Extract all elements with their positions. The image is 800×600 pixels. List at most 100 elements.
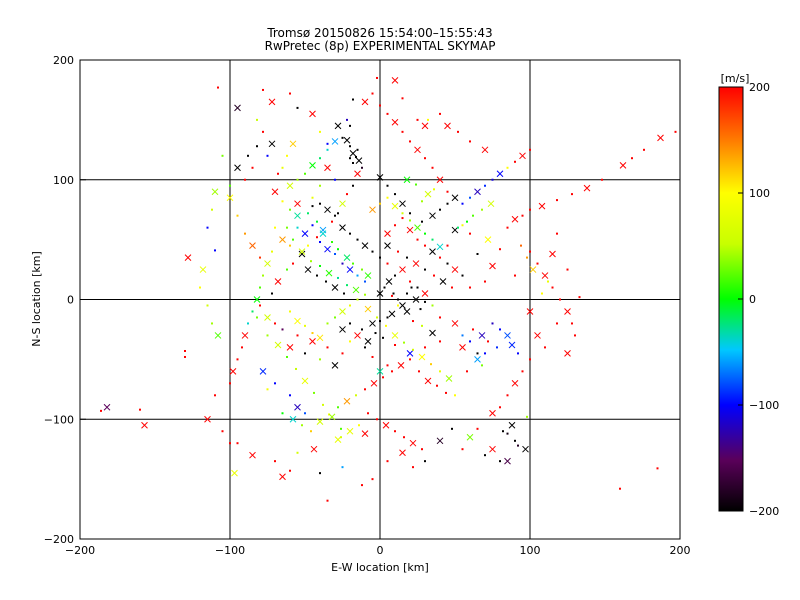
data-point-dot xyxy=(325,280,327,283)
data-point-dot xyxy=(376,76,378,79)
data-point-cross xyxy=(274,341,282,349)
data-point-dot xyxy=(433,188,435,191)
data-point-cross xyxy=(406,350,414,357)
data-point-cross xyxy=(204,415,211,423)
data-point-dot xyxy=(424,346,426,349)
data-point-dot xyxy=(343,292,345,295)
cross-stroke xyxy=(361,98,369,106)
data-point-dot xyxy=(574,334,576,337)
data-point-dot xyxy=(341,466,344,469)
data-point-dot xyxy=(266,388,269,391)
data-point-dot xyxy=(289,92,291,95)
cross-stroke xyxy=(294,403,301,411)
data-point-dot xyxy=(286,226,288,229)
data-point-dot xyxy=(277,172,279,175)
data-point-dot xyxy=(517,352,519,355)
data-point-cross xyxy=(391,77,399,84)
data-point-dot xyxy=(476,427,479,430)
data-point-cross xyxy=(264,260,271,267)
data-point-cross xyxy=(424,190,432,198)
data-point-dot xyxy=(313,391,315,394)
data-point-dot xyxy=(371,92,374,95)
data-point-dot xyxy=(304,412,306,415)
data-point-dot xyxy=(469,140,471,143)
data-point-dot xyxy=(244,178,246,181)
cross-stroke xyxy=(481,146,489,154)
data-point-dot xyxy=(410,286,413,289)
cross-stroke xyxy=(376,367,384,375)
cross-stroke xyxy=(412,296,420,303)
data-point-cross xyxy=(309,110,316,118)
cross-stroke xyxy=(412,260,420,267)
cross-stroke xyxy=(226,194,234,202)
data-point-dot xyxy=(251,310,254,313)
data-point-dot xyxy=(454,394,456,397)
data-point-dot xyxy=(274,460,276,463)
data-point-dot xyxy=(421,220,423,223)
cross-stroke xyxy=(489,445,496,453)
data-point-cross xyxy=(249,242,256,249)
data-point-dot xyxy=(461,224,464,227)
data-point-cross xyxy=(253,296,261,303)
cross-stroke xyxy=(511,215,519,223)
data-point-cross xyxy=(391,202,399,210)
cross-stroke xyxy=(274,278,282,285)
cross-stroke xyxy=(399,449,406,457)
data-point-cross xyxy=(309,162,316,169)
data-point-dot xyxy=(541,292,543,295)
cross-stroke xyxy=(343,136,351,144)
data-point-dot xyxy=(412,320,414,323)
data-point-cross xyxy=(511,215,519,223)
data-point-dot xyxy=(286,154,288,157)
data-point-dot xyxy=(296,334,299,337)
data-point-dot xyxy=(386,196,389,199)
cross-stroke xyxy=(391,332,399,339)
data-point-dot xyxy=(301,424,303,427)
data-point-dot xyxy=(451,286,453,289)
data-point-dot xyxy=(337,406,339,409)
data-point-dot xyxy=(296,226,299,229)
data-point-dot xyxy=(431,238,434,241)
data-point-dot xyxy=(466,220,468,223)
cross-stroke xyxy=(309,110,316,118)
data-point-dot xyxy=(601,178,603,181)
data-point-cross xyxy=(324,164,331,172)
data-point-dot xyxy=(289,394,291,397)
data-point-dot xyxy=(334,252,336,255)
cross-stroke xyxy=(403,308,411,315)
data-point-dot xyxy=(394,193,396,196)
data-point-dot xyxy=(469,340,471,343)
data-point-dot xyxy=(319,241,321,244)
data-point-dot xyxy=(364,280,366,283)
data-point-dot xyxy=(292,238,294,241)
data-point-dot xyxy=(206,226,209,229)
data-point-dot xyxy=(295,367,297,370)
data-point-dot xyxy=(472,214,474,217)
cross-stroke xyxy=(286,344,294,351)
cross-stroke xyxy=(339,326,346,333)
data-point-dot xyxy=(247,322,249,325)
data-point-cross xyxy=(508,421,516,429)
cross-stroke xyxy=(343,397,351,405)
data-point-dot xyxy=(551,286,554,289)
data-point-dot xyxy=(461,202,464,205)
data-point-dot xyxy=(386,112,389,115)
data-point-cross xyxy=(489,445,496,453)
data-point-dot xyxy=(310,430,312,433)
data-point-dot xyxy=(352,98,354,101)
data-point-cross xyxy=(429,248,436,255)
cross-stroke xyxy=(397,362,405,369)
cross-stroke xyxy=(439,278,447,285)
cross-stroke xyxy=(249,242,256,249)
data-point-cross xyxy=(289,415,297,423)
data-point-dot xyxy=(289,310,291,313)
data-point-cross xyxy=(370,379,378,387)
cross-stroke xyxy=(354,170,361,178)
data-point-dot xyxy=(578,296,581,299)
data-point-dot xyxy=(334,214,336,217)
cross-stroke xyxy=(328,413,336,421)
cross-stroke xyxy=(424,190,432,198)
cross-stroke xyxy=(310,445,318,453)
cross-stroke xyxy=(444,122,451,130)
data-point-dot xyxy=(367,412,369,415)
